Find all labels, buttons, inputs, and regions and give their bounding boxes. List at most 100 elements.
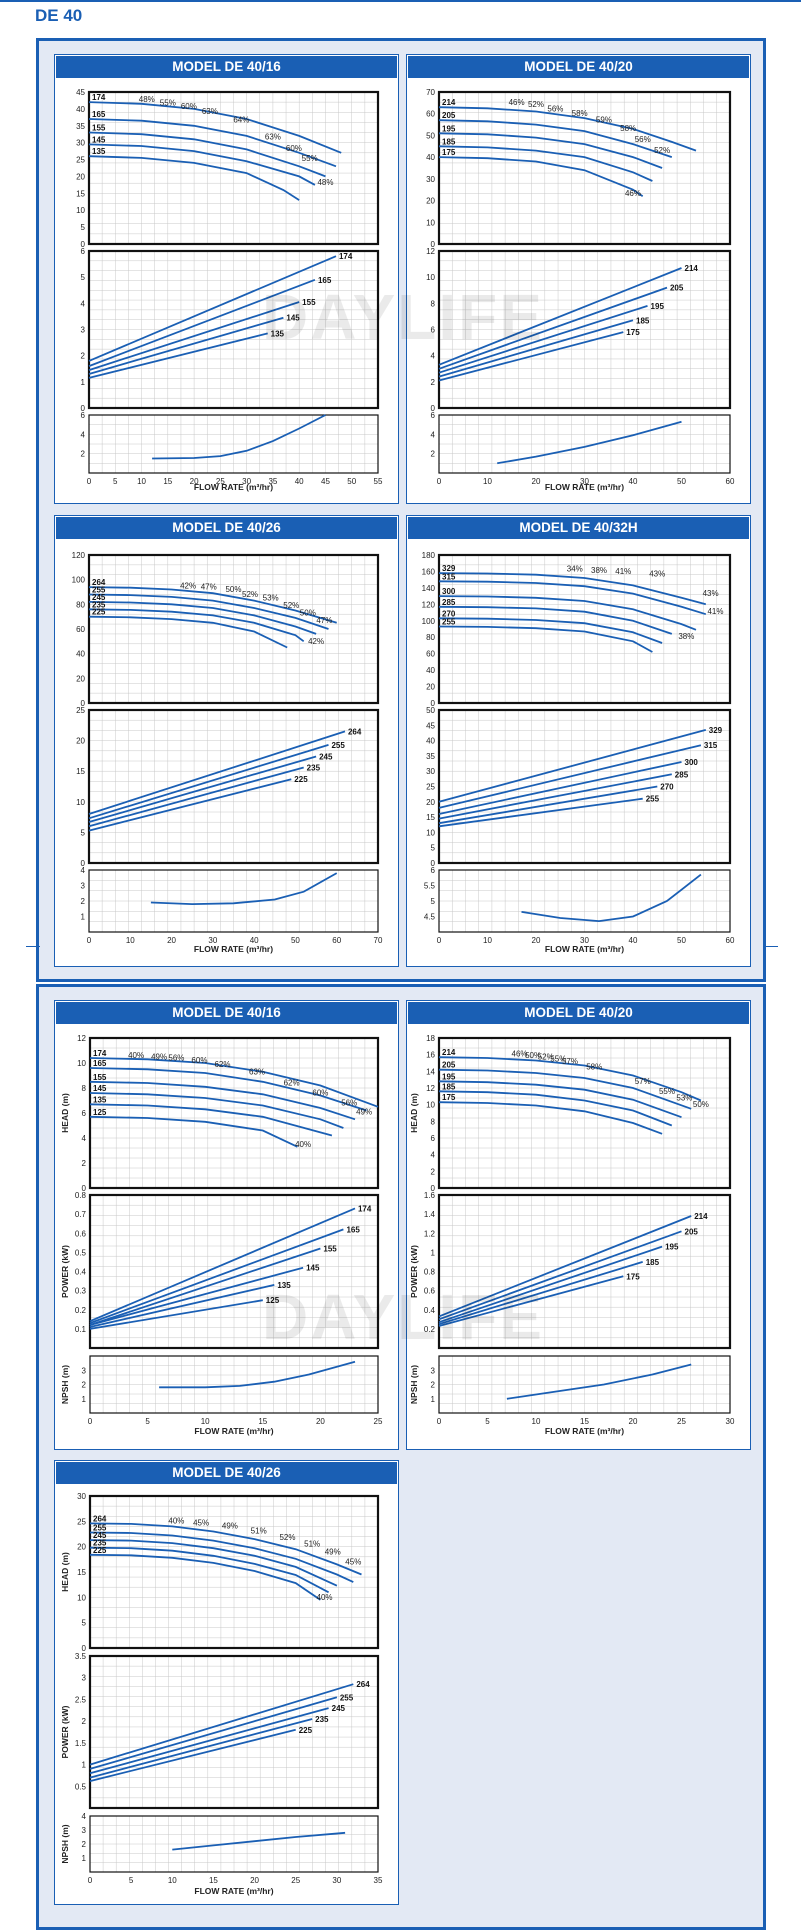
npsh-plot: 4.5 5 5.5 6 <box>424 866 731 933</box>
y-tick-label: 20 <box>76 674 85 683</box>
chart-panel: MODEL DE 40/20 0 10 20 30 40 50 60 70 214 205 195 18… <box>406 54 751 504</box>
x-tick-label: 15 <box>209 1876 218 1885</box>
y-tick-label: 25 <box>426 783 435 792</box>
chart-title: MODEL DE 40/16 <box>56 56 397 78</box>
power-plot: 0.2 0.4 0.6 0.8 1 1.2 1.4 1.6 POWER (kW) 214 205 19… <box>409 1191 732 1350</box>
y-axis-label: POWER (kW) <box>60 1245 70 1298</box>
y-axis-label: NPSH (m) <box>409 1365 419 1404</box>
y-tick-label: 3 <box>82 1826 87 1835</box>
plot-frame <box>437 1036 732 1190</box>
series-label: 195 <box>442 1072 456 1081</box>
chart-title: MODEL DE 40/20 <box>408 56 749 78</box>
y-tick-label: 6 <box>82 1109 87 1118</box>
series-line <box>438 319 634 378</box>
x-tick-label: 0 <box>437 1417 442 1426</box>
series-label: 235 <box>307 764 321 773</box>
y-tick-label: 12 <box>426 1084 435 1093</box>
series-label: 135 <box>277 1281 291 1290</box>
x-tick-label: 10 <box>168 1876 177 1885</box>
series-label: 270 <box>442 609 456 618</box>
y-tick-label: 0.5 <box>75 1782 87 1791</box>
y-tick-label: 10 <box>77 1059 86 1068</box>
series-label: 174 <box>358 1204 372 1213</box>
series-line <box>438 1080 682 1119</box>
x-tick-label: 35 <box>268 477 277 486</box>
y-tick-label: 0 <box>431 1184 436 1193</box>
x-axis-label: FLOW RATE (m³/hr) <box>545 1426 624 1436</box>
y-tick-label: 0 <box>82 1184 87 1193</box>
series-label: 155 <box>302 298 316 307</box>
series-label: 300 <box>685 758 699 767</box>
y-tick-label: 12 <box>77 1034 86 1043</box>
npsh-line <box>521 873 702 923</box>
series-label: 264 <box>356 1680 370 1689</box>
npsh-line <box>152 414 326 460</box>
y-tick-label: 2.5 <box>75 1695 87 1704</box>
series-line <box>438 119 673 158</box>
y-tick-label: 10 <box>76 206 85 215</box>
y-tick-label: 0.6 <box>75 1229 87 1238</box>
series-line <box>89 1553 321 1601</box>
x-tick-label: 40 <box>629 936 638 945</box>
y-tick-label: 4 <box>81 430 86 439</box>
series-line <box>89 1092 344 1129</box>
npsh-plot: 2 4 6 <box>431 411 731 474</box>
series-line <box>438 1101 663 1135</box>
x-axis-label: FLOW RATE (m³/hr) <box>194 1426 273 1436</box>
y-tick-label: 1.6 <box>424 1191 436 1200</box>
series-line <box>88 101 342 154</box>
series-label: 155 <box>92 124 106 133</box>
efficiency-label: 40% <box>295 1140 311 1149</box>
efficiency-label: 49% <box>222 1521 238 1530</box>
x-tick-label: 15 <box>258 1417 267 1426</box>
chart-title: MODEL DE 40/16 <box>56 1002 397 1024</box>
efficiency-label: 60% <box>191 1056 207 1065</box>
y-tick-label: 0.2 <box>424 1325 436 1334</box>
series-label: 165 <box>318 276 332 285</box>
x-tick-label: 25 <box>677 1417 686 1426</box>
x-tick-label: 70 <box>374 936 383 945</box>
y-tick-label: 50 <box>426 131 435 140</box>
series-label: 300 <box>442 587 456 596</box>
y-tick-label: 0 <box>81 404 86 413</box>
series-line <box>88 755 317 823</box>
y-axis-label: POWER (kW) <box>409 1245 419 1298</box>
series-line <box>88 608 305 643</box>
y-tick-label: 80 <box>426 633 435 642</box>
series-line <box>438 744 702 809</box>
x-tick-label: 0 <box>437 936 442 945</box>
x-tick-label: 5 <box>129 1876 134 1885</box>
series-label: 135 <box>93 1095 107 1104</box>
plot-frame <box>87 708 380 865</box>
y-tick-label: 5 <box>81 828 86 837</box>
x-axis-label: FLOW RATE (m³/hr) <box>194 482 273 492</box>
y-tick-label: 1 <box>81 913 86 922</box>
series-label: 174 <box>92 93 106 102</box>
series-line <box>88 593 329 630</box>
y-tick-label: 0 <box>81 240 86 249</box>
plot-frame <box>437 708 732 865</box>
series-label: 315 <box>704 741 718 750</box>
plot-frame <box>88 1494 380 1650</box>
series-label: 165 <box>93 1059 107 1068</box>
series-line <box>89 1247 321 1326</box>
x-tick-label: 0 <box>87 936 92 945</box>
series-label: 214 <box>442 98 456 107</box>
y-tick-label: 4 <box>82 1812 87 1821</box>
efficiency-label: 53% <box>263 594 279 603</box>
x-axis-label: FLOW RATE (m³/hr) <box>194 944 273 954</box>
plot-frame <box>437 90 732 246</box>
x-tick-label: 50 <box>677 936 686 945</box>
series-label: 145 <box>93 1084 107 1093</box>
series-line <box>88 255 337 362</box>
y-tick-label: 6 <box>431 326 436 335</box>
y-tick-label: 6 <box>81 411 86 420</box>
efficiency-label: 52% <box>242 590 258 599</box>
series-label: 165 <box>346 1225 360 1234</box>
efficiency-label: 53% <box>676 1094 692 1103</box>
y-tick-label: 0.1 <box>75 1325 87 1334</box>
